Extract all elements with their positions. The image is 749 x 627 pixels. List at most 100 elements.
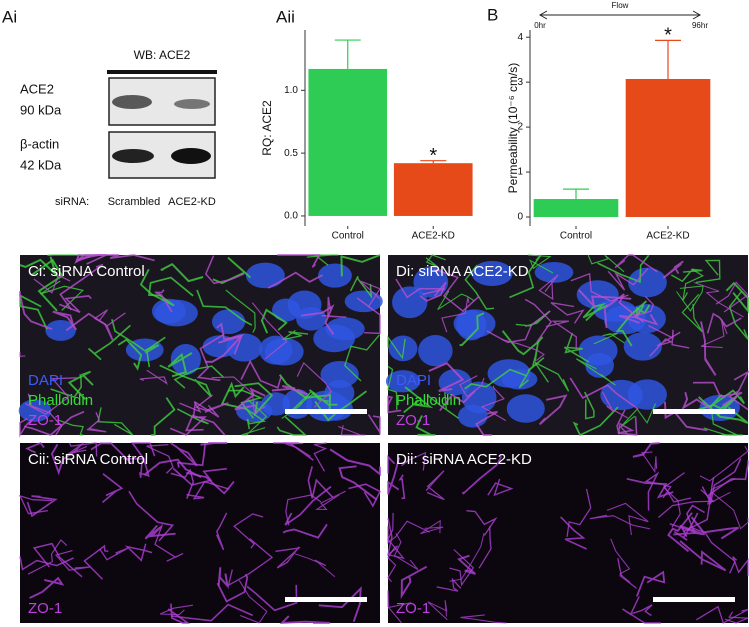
nucleus — [628, 267, 667, 298]
cell-border — [277, 254, 321, 268]
cell-border — [67, 370, 94, 400]
cell-border — [518, 357, 545, 389]
cell-border — [234, 382, 274, 417]
nucleus — [344, 290, 383, 313]
panel-label: Aii — [276, 7, 295, 26]
cell-border — [150, 397, 176, 436]
cell-border — [160, 262, 204, 283]
cell-border — [602, 391, 629, 419]
cell-border — [635, 304, 651, 318]
cell-border — [139, 268, 175, 307]
cell-border — [419, 281, 447, 302]
cell-border — [420, 519, 444, 535]
cell-border — [65, 312, 114, 341]
cell-border — [307, 466, 334, 499]
cell-border — [233, 513, 264, 549]
cell-border — [459, 375, 485, 398]
cell-border — [433, 268, 480, 313]
cell-border — [689, 526, 736, 574]
cell-border — [647, 324, 690, 349]
y-tick-label: 0.0 — [284, 211, 298, 222]
cell-border — [238, 580, 268, 624]
cell-border — [403, 386, 434, 414]
cell-border — [200, 442, 228, 446]
cell-border — [167, 352, 193, 378]
cell-border — [186, 480, 230, 500]
significance-marker: * — [664, 25, 672, 47]
cell-border — [348, 483, 382, 508]
cell-border — [19, 256, 58, 278]
cell-border — [387, 520, 430, 545]
cell-border — [144, 344, 160, 368]
cell-border — [32, 542, 83, 578]
cell-border — [117, 338, 143, 371]
cell-border — [649, 331, 681, 357]
cell-border — [695, 605, 749, 624]
cell-border — [679, 540, 727, 572]
cell-border — [179, 401, 220, 418]
x-tick-label: ACE2-KD — [646, 231, 689, 242]
cell-border — [606, 502, 649, 535]
cell-border — [610, 538, 631, 583]
y-tick-label: 0 — [517, 212, 523, 223]
cell-border — [633, 295, 655, 318]
cell-border — [701, 458, 742, 505]
cell-border — [170, 468, 195, 499]
cell-border — [564, 332, 590, 363]
cell-border — [215, 512, 228, 551]
cell-border — [501, 330, 544, 356]
cell-border — [617, 416, 638, 436]
y-tick-label: 0.5 — [284, 148, 298, 159]
nucleus — [385, 370, 421, 393]
flow-label: Flow — [612, 1, 629, 10]
significance-marker: * — [429, 145, 437, 167]
cell-border — [617, 557, 637, 589]
cell-border — [593, 332, 625, 345]
cell-border — [329, 448, 381, 477]
cell-border — [282, 523, 328, 539]
nucleus — [296, 307, 327, 331]
cell-border — [572, 406, 619, 437]
cell-border — [398, 474, 406, 500]
micrograph-title: Di: siRNA ACE2-KD — [396, 263, 529, 280]
cell-border — [566, 488, 592, 537]
cell-border — [475, 411, 498, 436]
cell-border — [57, 419, 84, 436]
nucleus — [453, 309, 496, 338]
cell-border — [139, 458, 150, 478]
cell-border — [725, 281, 749, 314]
blot-band — [112, 95, 152, 109]
y-tick-label: 2 — [517, 122, 523, 133]
cell-border — [386, 517, 399, 557]
y-tick-label: 3 — [517, 77, 523, 88]
cell-border — [570, 272, 629, 302]
cell-border — [19, 351, 26, 358]
cell-border — [673, 524, 705, 538]
flow-start: 0hr — [534, 21, 546, 30]
blot-band — [174, 99, 210, 109]
y-axis-label: RQ: ACE2 — [260, 100, 274, 156]
cell-border — [615, 300, 648, 347]
bar — [533, 199, 619, 218]
nucleus — [418, 335, 453, 367]
cell-border — [148, 276, 194, 297]
nucleus — [506, 394, 545, 423]
blot-title: WB: ACE2 — [134, 48, 191, 62]
cell-border — [196, 333, 225, 382]
cell-border — [279, 615, 331, 625]
blot-row-name: ACE2 — [20, 81, 54, 96]
cell-border — [86, 412, 107, 433]
bar — [393, 163, 473, 216]
cell-border — [294, 553, 336, 578]
cell-border — [241, 399, 268, 436]
cell-border — [728, 290, 749, 340]
cell-border — [449, 532, 485, 582]
cell-border — [732, 556, 749, 576]
nucleus — [388, 335, 418, 362]
y-axis-label: Permeability (10⁻⁶ cm/s) — [506, 63, 520, 194]
cell-border — [538, 394, 568, 426]
cell-border — [584, 391, 595, 420]
cell-border — [427, 600, 448, 621]
cell-border — [349, 275, 373, 299]
